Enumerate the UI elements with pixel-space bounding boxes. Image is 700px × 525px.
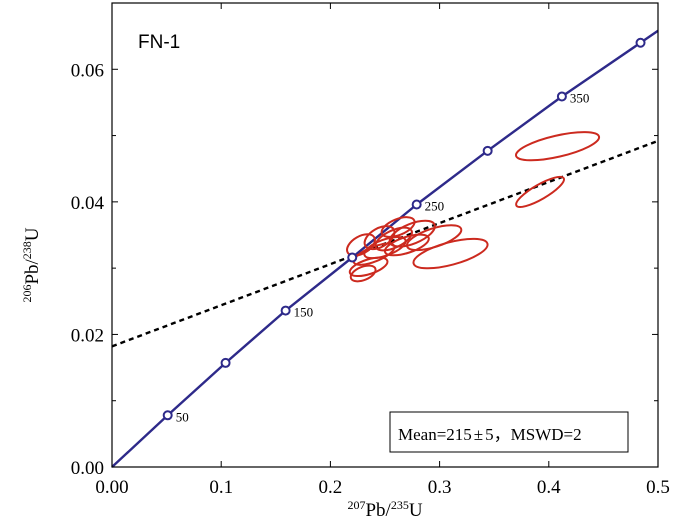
concordia-age-marker xyxy=(411,199,422,210)
error-ellipse xyxy=(348,256,389,278)
plot-frame xyxy=(111,2,659,468)
x-tick-label: 0.4 xyxy=(537,477,561,498)
concordia-age-marker xyxy=(635,37,646,48)
error-ellipse xyxy=(380,216,416,238)
result-error-mswd: 5，MSWD=2 xyxy=(485,425,581,444)
y-axis-title: 206Pb/238U xyxy=(20,227,43,302)
age-label: 350 xyxy=(570,90,590,105)
error-ellipse xyxy=(388,219,436,248)
x-axis-title: 207Pb/235U xyxy=(347,498,422,521)
concordia-curve xyxy=(111,29,659,468)
sample-label: FN-1 xyxy=(138,32,180,53)
result-plus-minus: ± xyxy=(474,425,483,444)
error-ellipse xyxy=(374,226,413,252)
result-mean: Mean=215 xyxy=(398,425,472,444)
error-ellipse xyxy=(515,175,565,208)
error-ellipse xyxy=(363,225,396,251)
y-tick-label: 0.00 xyxy=(71,458,104,479)
concordia-age-marker xyxy=(556,91,567,102)
error-ellipse xyxy=(514,131,601,162)
y-tick-label: 0.06 xyxy=(71,60,104,81)
age-label: 50 xyxy=(176,409,189,424)
age-label: 250 xyxy=(425,199,445,214)
error-ellipse xyxy=(349,264,377,283)
concordia-age-marker xyxy=(280,305,291,316)
result-box xyxy=(389,411,629,453)
y-tick-label: 0.04 xyxy=(71,193,105,214)
x-tick-label: 0.2 xyxy=(319,477,343,498)
age-label: 150 xyxy=(294,305,314,320)
concordia-age-marker xyxy=(347,252,358,263)
concordia-age-marker xyxy=(162,410,173,421)
result-text: Mean=215 ±5，MSWD=2 xyxy=(398,425,582,444)
y-tick-label: 0.02 xyxy=(71,325,104,346)
x-tick-label: 0.5 xyxy=(646,477,670,498)
x-tick-label: 0.3 xyxy=(428,477,452,498)
concordia-age-marker xyxy=(482,145,493,156)
x-tick-label: 0.00 xyxy=(95,477,128,498)
x-tick-label: 0.1 xyxy=(209,477,233,498)
concordia-age-marker xyxy=(220,357,231,368)
error-ellipse xyxy=(346,233,376,257)
